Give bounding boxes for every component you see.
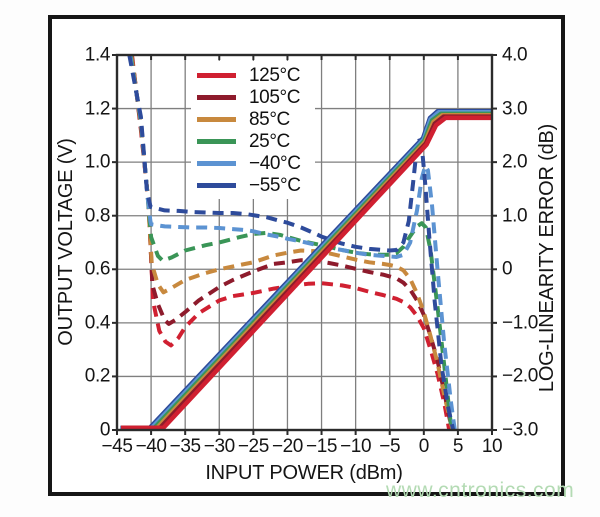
- x-tick-label: 0: [418, 436, 430, 457]
- x-tick-label: −5: [379, 436, 401, 457]
- legend-item: 125°C: [197, 64, 301, 86]
- x-tick-label: −15: [306, 436, 338, 457]
- x-tick-label: 10: [481, 436, 503, 457]
- left-axis-title: OUTPUT VOLTAGE (V): [55, 138, 77, 346]
- x-tick-label: −25: [237, 436, 269, 457]
- legend-swatch: [197, 138, 236, 144]
- left-tick-label: 0.4: [84, 312, 111, 334]
- legend: 125°C 105°C 85°C 25°C −40°C −55°C: [191, 61, 315, 199]
- left-tick-label: 1.0: [84, 151, 111, 173]
- legend-label: −40°C: [249, 152, 301, 174]
- right-tick-label: −1.0: [502, 312, 538, 334]
- watermark: www.cntronics.com: [386, 479, 575, 502]
- x-tick-label: −30: [203, 436, 235, 457]
- x-tick-label: 5: [452, 436, 464, 457]
- legend-item: 25°C: [197, 130, 301, 152]
- right-tick-label: −3.0: [502, 419, 538, 441]
- legend-item: 85°C: [197, 108, 301, 130]
- legend-label: 85°C: [249, 108, 290, 130]
- x-axis-title: INPUT POWER (dBm): [205, 462, 403, 484]
- legend-swatch: [197, 72, 236, 78]
- legend-label: −55°C: [249, 174, 301, 196]
- x-tick-label: −40: [135, 436, 167, 457]
- right-tick-label: 1.0: [502, 205, 528, 227]
- legend-item: −55°C: [197, 174, 301, 196]
- right-tick-label: 0: [502, 258, 513, 280]
- right-tick-label: 4.0: [502, 44, 528, 66]
- legend-swatch: [197, 116, 236, 122]
- legend-label: 125°C: [249, 64, 301, 86]
- x-tick-label: −10: [340, 436, 372, 457]
- right-axis-title: LOG-LINEARITY ERROR (dB): [536, 123, 558, 393]
- right-tick-label: −2.0: [502, 365, 538, 387]
- x-tick-label: −35: [169, 436, 201, 457]
- right-tick-label: 3.0: [502, 98, 528, 120]
- legend-swatch: [197, 160, 236, 166]
- left-tick-label: 1.4: [84, 44, 111, 66]
- legend-swatch: [197, 182, 236, 188]
- left-tick-label: 0: [99, 419, 111, 441]
- legend-item: 105°C: [197, 86, 301, 108]
- legend-label: 25°C: [249, 130, 290, 152]
- right-tick-label: 2.0: [502, 151, 528, 173]
- legend-swatch: [197, 94, 236, 100]
- left-tick-label: 0.8: [84, 205, 111, 227]
- left-tick-label: 1.2: [84, 98, 111, 120]
- left-tick-label: 0.6: [84, 258, 111, 280]
- legend-label: 105°C: [249, 86, 301, 108]
- x-tick-label: −20: [271, 436, 303, 457]
- x-tick-label: −45: [101, 436, 133, 457]
- left-tick-label: 0.2: [84, 365, 111, 387]
- legend-item: −40°C: [197, 152, 301, 174]
